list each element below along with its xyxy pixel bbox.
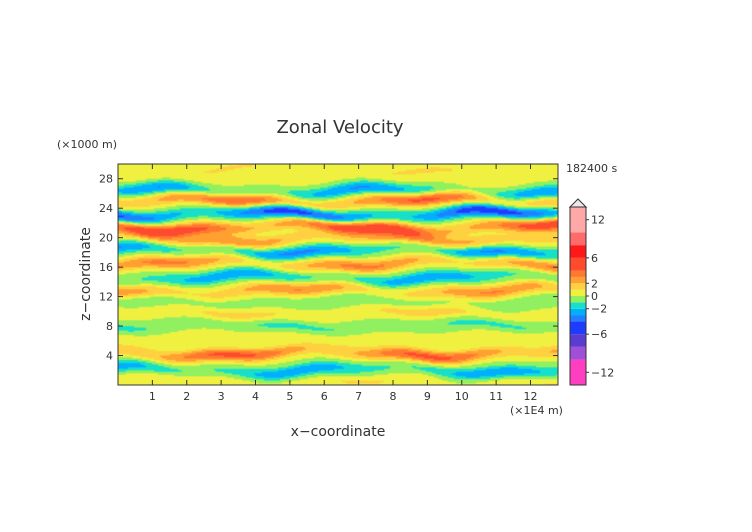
colorbar-level [570,296,586,303]
colorbar-tick-label: 6 [591,252,598,265]
y-tick-label: 16 [99,261,113,274]
x-tick-label: 1 [149,390,156,403]
x-tick-label: 4 [252,390,259,403]
contour-field-image [118,164,558,385]
colorbar-tick-label: −2 [591,303,607,316]
x-tick-label: 2 [183,390,190,403]
colorbar-tick-label: 0 [591,290,598,303]
colorbar-level [570,289,586,296]
x-tick-label: 3 [218,390,225,403]
y-axis: 4 8 12 16 20 24 28 [99,173,558,363]
y-tick-label: 8 [106,320,113,333]
plot-frame [117,163,559,386]
chart-title: Zonal Velocity [276,117,403,138]
y-tick-label: 28 [99,173,113,186]
y-tick-label: 20 [99,232,113,245]
colorbar-level [570,359,586,385]
colorbar-level [570,270,586,277]
colorbar-level [570,321,586,335]
colorbar: 12 6 20−2 −6 −12 [568,198,614,386]
colorbar-level [570,308,586,316]
colorbar-level [570,302,586,309]
y-tick-label: 24 [99,202,113,215]
colorbar-level [570,207,586,233]
x-tick-label: 8 [390,390,397,403]
colorbar-extend-arrow [568,198,588,208]
y-unit-label: (×1000 m) [57,138,117,151]
x-tick-label: 6 [321,390,328,403]
colorbar-level [570,283,586,290]
x-tick-label: 12 [524,390,538,403]
time-label: 182400 s [566,162,617,175]
x-tick-label: 7 [355,390,362,403]
colorbar-tick-label: 12 [591,214,605,227]
colorbar-level [570,346,586,360]
contour-field [118,164,558,385]
y-tick-label: 12 [99,291,113,304]
x-tick-label: 5 [286,390,293,403]
y-tick-label: 4 [106,350,113,363]
colorbar-level [570,315,586,322]
x-tick-label: 9 [424,390,431,403]
x-tick-label: 11 [489,390,503,403]
colorbar-level [570,232,586,246]
x-axis: 1 2 3 4 5 6 7 8 9 10 11 12 [149,164,538,403]
colorbar-tick-label: 2 [591,277,598,290]
colorbar-level [570,257,586,271]
x-unit-label: (×1E4 m) [510,404,563,417]
colorbar-tick-label: −6 [591,328,607,341]
x-axis-label: x−coordinate [291,424,386,440]
colorbar-tick-label: −12 [591,366,614,379]
colorbar-level [570,334,586,347]
y-axis-label: z−coordinate [78,227,94,321]
colorbar-level [570,245,586,258]
colorbar-level [570,276,586,284]
x-tick-label: 10 [455,390,469,403]
